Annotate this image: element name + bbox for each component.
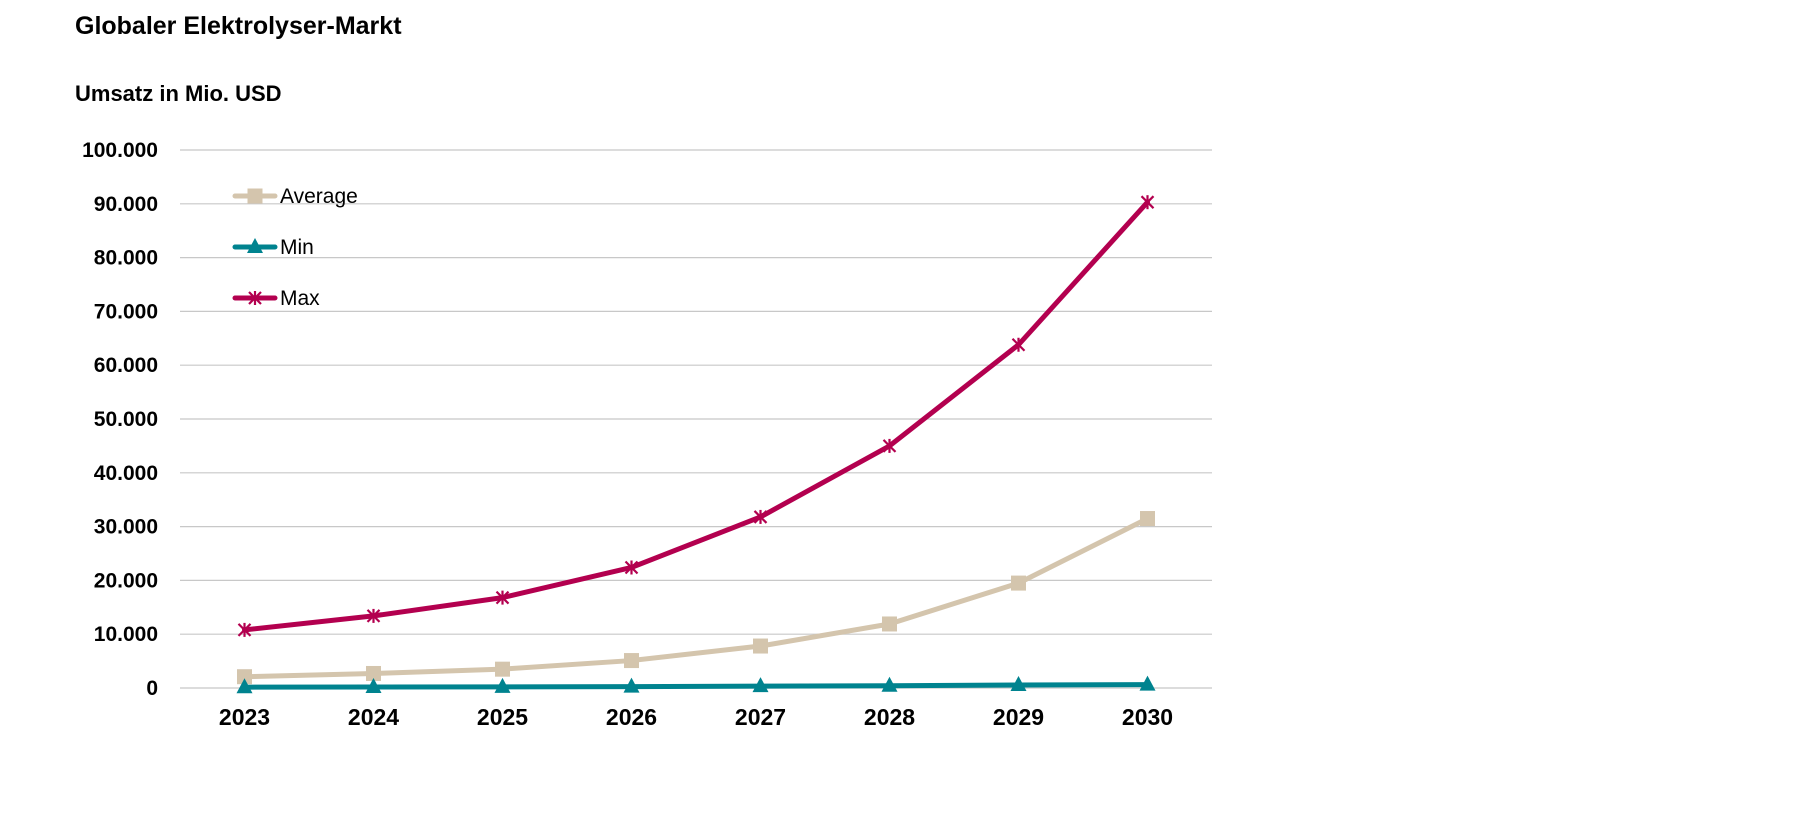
data-point-min bbox=[236, 678, 253, 694]
legend-label: Max bbox=[280, 287, 320, 310]
data-point-average bbox=[237, 669, 252, 685]
y-tick-label: 100.000 bbox=[82, 139, 158, 162]
data-point-max bbox=[624, 560, 639, 575]
legend-marker bbox=[247, 238, 263, 253]
y-tick-label: 20.000 bbox=[94, 569, 158, 592]
data-point-average bbox=[495, 661, 510, 677]
y-tick-label: 30.000 bbox=[94, 516, 158, 539]
data-point-min bbox=[623, 677, 640, 693]
series-line-min bbox=[242, 682, 1150, 690]
data-point-max bbox=[1011, 337, 1026, 352]
legend-label: Min bbox=[280, 236, 314, 259]
y-tick-label: 50.000 bbox=[94, 408, 158, 431]
legend-item-max: Max bbox=[232, 287, 320, 310]
series-line-average bbox=[242, 516, 1150, 680]
data-point-max bbox=[753, 509, 768, 524]
y-tick-label: 60.000 bbox=[94, 354, 158, 377]
y-tick-label: 80.000 bbox=[94, 247, 158, 270]
data-point-max bbox=[495, 590, 510, 605]
legend-item-average: Average bbox=[232, 185, 358, 208]
series-min bbox=[236, 675, 1156, 694]
x-tick-label: 2024 bbox=[348, 704, 399, 730]
legend: Average Min Max bbox=[232, 185, 358, 310]
legend-marker bbox=[247, 188, 263, 204]
x-tick-label: 2030 bbox=[1122, 704, 1173, 730]
y-tick-label: 90.000 bbox=[94, 193, 158, 216]
data-point-average bbox=[753, 638, 768, 654]
legend-item-min: Min bbox=[232, 236, 314, 259]
y-tick-label: 40.000 bbox=[94, 462, 158, 485]
data-point-average bbox=[366, 665, 381, 681]
data-point-min bbox=[1139, 675, 1156, 691]
y-axis-label: Umsatz in Mio. USD bbox=[75, 81, 282, 106]
y-tick-label: 10.000 bbox=[94, 623, 158, 646]
data-point-average bbox=[624, 653, 639, 669]
data-point-average bbox=[882, 616, 897, 632]
legend-marker bbox=[248, 291, 262, 305]
data-point-max bbox=[366, 608, 381, 623]
x-tick-label: 2029 bbox=[993, 704, 1044, 730]
x-axis-ticks: 2023 2024 2025 2026 2027 2028 2029 2030 bbox=[219, 704, 1173, 730]
x-tick-label: 2028 bbox=[864, 704, 915, 730]
series-line-max bbox=[242, 199, 1150, 633]
y-tick-label: 0 bbox=[146, 677, 158, 700]
gridlines bbox=[180, 149, 1212, 689]
data-point-max bbox=[1140, 195, 1155, 210]
data-point-max bbox=[237, 622, 252, 637]
x-tick-label: 2023 bbox=[219, 704, 270, 730]
data-point-min bbox=[881, 676, 898, 692]
data-point-min bbox=[752, 677, 769, 693]
data-point-min bbox=[1010, 675, 1027, 691]
data-point-average bbox=[1011, 575, 1026, 591]
legend-label: Average bbox=[280, 185, 358, 208]
data-point-min bbox=[365, 678, 382, 694]
data-point-average bbox=[1140, 511, 1155, 527]
series-average bbox=[237, 511, 1155, 685]
x-tick-label: 2025 bbox=[477, 704, 528, 730]
chart-title: Globaler Elektrolyser-Markt bbox=[75, 12, 402, 40]
data-point-max bbox=[882, 438, 897, 453]
y-tick-label: 70.000 bbox=[94, 300, 158, 323]
y-axis-ticks: 0 10.000 20.000 30.000 40.000 50.000 60.000 70.… bbox=[82, 139, 158, 700]
series-max bbox=[237, 195, 1155, 637]
x-tick-label: 2027 bbox=[735, 704, 786, 730]
x-tick-label: 2026 bbox=[606, 704, 657, 730]
series-lines bbox=[236, 195, 1156, 694]
data-point-min bbox=[494, 677, 511, 693]
